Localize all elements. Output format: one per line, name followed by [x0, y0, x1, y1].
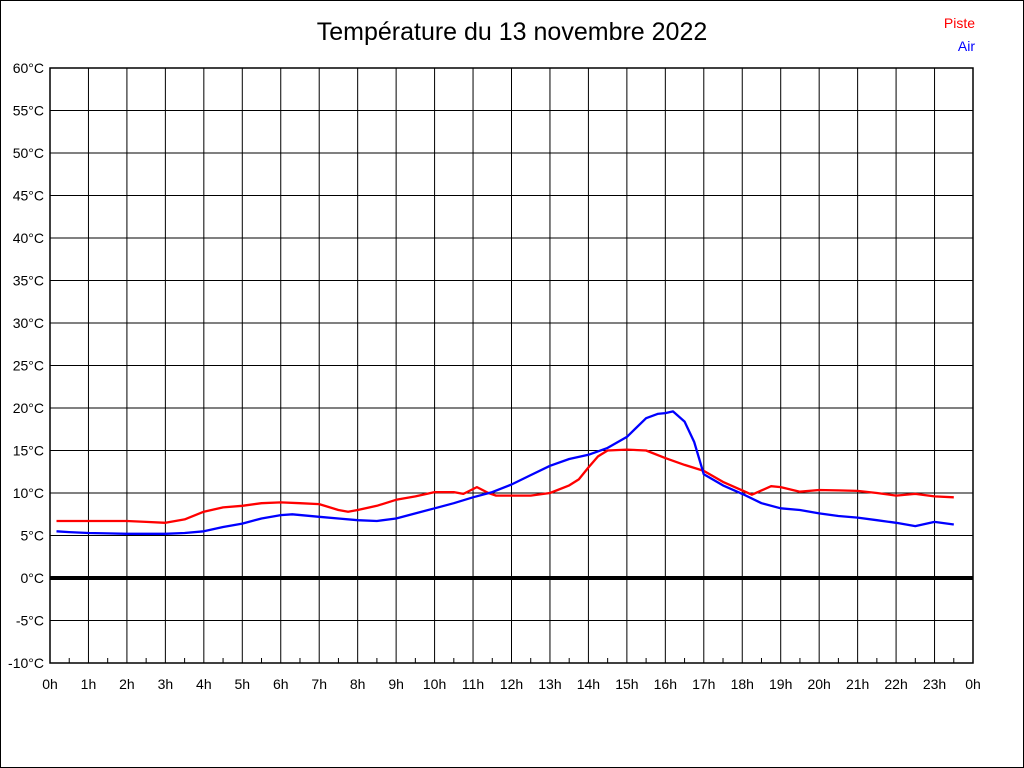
- y-tick-label: 15°C: [13, 443, 44, 459]
- plot-border: [49, 67, 974, 664]
- y-tick-label: 60°C: [13, 60, 44, 76]
- x-tick-label: 0h: [42, 676, 58, 692]
- x-tick-label: 6h: [273, 676, 289, 692]
- y-tick-label: 0°C: [21, 570, 45, 586]
- x-tick-label: 11h: [462, 676, 484, 692]
- x-tick-label: 8h: [350, 676, 366, 692]
- chart-title: Température du 13 novembre 2022: [316, 18, 708, 46]
- x-tick-label: 19h: [769, 676, 792, 692]
- y-tick-label: 5°C: [21, 528, 45, 544]
- x-tick-label: 4h: [196, 676, 212, 692]
- x-tick-label: 5h: [235, 676, 251, 692]
- legend-piste-label: Piste: [943, 15, 975, 31]
- x-tick-label: 7h: [311, 676, 327, 692]
- x-tick-label: 20h: [807, 676, 830, 692]
- x-tick-label: 2h: [119, 676, 135, 692]
- y-tick-label: 35°C: [13, 273, 44, 289]
- y-tick-label: 25°C: [13, 358, 44, 374]
- y-tick-label: 45°C: [13, 188, 44, 204]
- y-tick-label: 55°C: [13, 103, 44, 119]
- x-tick-label: 16h: [654, 676, 677, 692]
- x-tick-label: 9h: [388, 676, 404, 692]
- chart-legend: Piste Air: [944, 12, 975, 58]
- x-tick-label: 22h: [884, 676, 907, 692]
- x-tick-label: 21h: [846, 676, 869, 692]
- x-tick-label: 10h: [423, 676, 446, 692]
- y-tick-label: -10°C: [8, 655, 44, 671]
- x-tick-label: 1h: [81, 676, 97, 692]
- legend-air-label: Air: [957, 38, 975, 54]
- y-tick-label: 50°C: [13, 145, 44, 161]
- y-tick-label: 40°C: [13, 230, 44, 246]
- x-tick-label: 12h: [500, 676, 523, 692]
- y-tick-label: 20°C: [13, 400, 44, 416]
- x-tick-label: 23h: [923, 676, 946, 692]
- x-tick-label: 18h: [731, 676, 754, 692]
- y-tick-label: 30°C: [13, 315, 44, 331]
- y-tick-label: -5°C: [16, 613, 44, 629]
- piste-temperature-line: [56, 448, 954, 524]
- x-tick-label: 13h: [538, 676, 561, 692]
- air-temperature-line: [56, 410, 954, 535]
- y-tick-label: 10°C: [13, 485, 44, 501]
- x-tick-label: 0h: [965, 676, 981, 692]
- x-tick-label: 15h: [615, 676, 638, 692]
- x-tick-label: 3h: [158, 676, 174, 692]
- x-tick-label: 17h: [692, 676, 715, 692]
- x-tick-label: 14h: [577, 676, 600, 692]
